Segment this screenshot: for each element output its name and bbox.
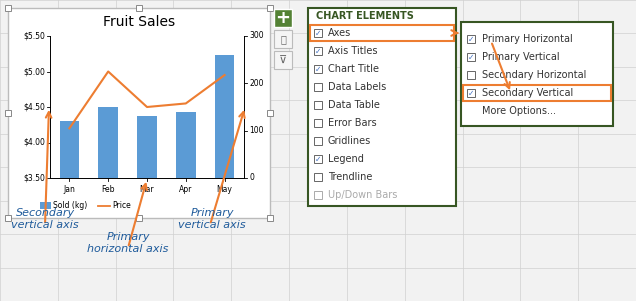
Text: $4.50: $4.50 [23,103,45,111]
Bar [99,107,118,178]
Bar [310,25,454,41]
Text: 100: 100 [249,126,263,135]
Bar [314,29,322,37]
Bar [215,55,234,178]
Bar [267,215,273,221]
Text: Axes: Axes [328,28,351,38]
Text: 🖌: 🖌 [280,34,286,44]
Bar [467,71,475,79]
Text: ✓: ✓ [468,88,474,98]
Text: Feb: Feb [102,185,115,194]
Text: Legend: Legend [328,154,364,164]
Bar [467,53,475,61]
Bar [8,8,270,218]
Bar [461,22,613,126]
Text: Data Table: Data Table [328,100,380,110]
Bar [314,65,322,73]
Text: Gridlines: Gridlines [328,136,371,146]
Text: $5.50: $5.50 [23,32,45,41]
Bar [5,110,11,116]
Text: Primary
vertical axis: Primary vertical axis [178,208,245,230]
Text: Axis Titles: Axis Titles [328,46,378,56]
Text: ✓: ✓ [315,154,321,163]
Bar [267,110,273,116]
Text: ✓: ✓ [468,35,474,44]
Text: Error Bars: Error Bars [328,118,377,128]
Bar [314,119,322,127]
Bar [136,5,142,11]
Bar [463,85,611,101]
Text: ✓: ✓ [315,64,321,73]
Bar [274,51,292,69]
Bar [314,137,322,145]
Text: Sold (kg): Sold (kg) [53,201,87,210]
Bar [5,5,11,11]
Text: 200: 200 [249,79,263,88]
Text: Jan: Jan [64,185,75,194]
Text: CHART ELEMENTS: CHART ELEMENTS [316,11,414,21]
Bar [274,9,292,27]
Text: 0: 0 [249,173,254,182]
Text: Price: Price [112,201,131,210]
Text: May: May [217,185,233,194]
Bar [137,116,156,178]
Bar [314,173,322,181]
Bar [314,155,322,163]
Text: Secondary
vertical axis: Secondary vertical axis [11,208,79,230]
Bar [308,8,456,206]
Text: Fruit Sales: Fruit Sales [103,15,175,29]
Text: $3.50: $3.50 [23,173,45,182]
Text: ✓: ✓ [315,46,321,55]
Text: $4.00: $4.00 [23,138,45,147]
Bar [5,215,11,221]
Text: ✓: ✓ [468,52,474,61]
Text: Primary
horizontal axis: Primary horizontal axis [87,232,169,254]
Bar [314,83,322,91]
Bar [176,112,195,178]
Text: Mar: Mar [140,185,155,194]
Bar [136,215,142,221]
Bar [274,30,292,48]
Bar [314,191,322,199]
Bar [60,121,79,178]
Text: Secondary Vertical: Secondary Vertical [482,88,573,98]
Bar [467,89,475,97]
Bar [314,101,322,109]
Bar [40,202,51,209]
Bar [50,36,244,178]
Bar [467,35,475,43]
Text: Apr: Apr [179,185,193,194]
Text: 300: 300 [249,32,264,41]
Text: ⊽: ⊽ [279,55,287,65]
Bar [267,5,273,11]
Text: Chart Title: Chart Title [328,64,379,74]
Text: Secondary Horizontal: Secondary Horizontal [482,70,586,80]
Text: Data Labels: Data Labels [328,82,386,92]
Text: Trendline: Trendline [328,172,372,182]
Text: More Options...: More Options... [482,106,556,116]
Text: $5.00: $5.00 [23,67,45,76]
Bar [314,47,322,55]
Text: Primary Horizontal: Primary Horizontal [482,34,573,44]
Text: ✓: ✓ [315,29,321,38]
Text: Primary Vertical: Primary Vertical [482,52,560,62]
Text: +: + [275,9,291,27]
Text: Up/Down Bars: Up/Down Bars [328,190,398,200]
